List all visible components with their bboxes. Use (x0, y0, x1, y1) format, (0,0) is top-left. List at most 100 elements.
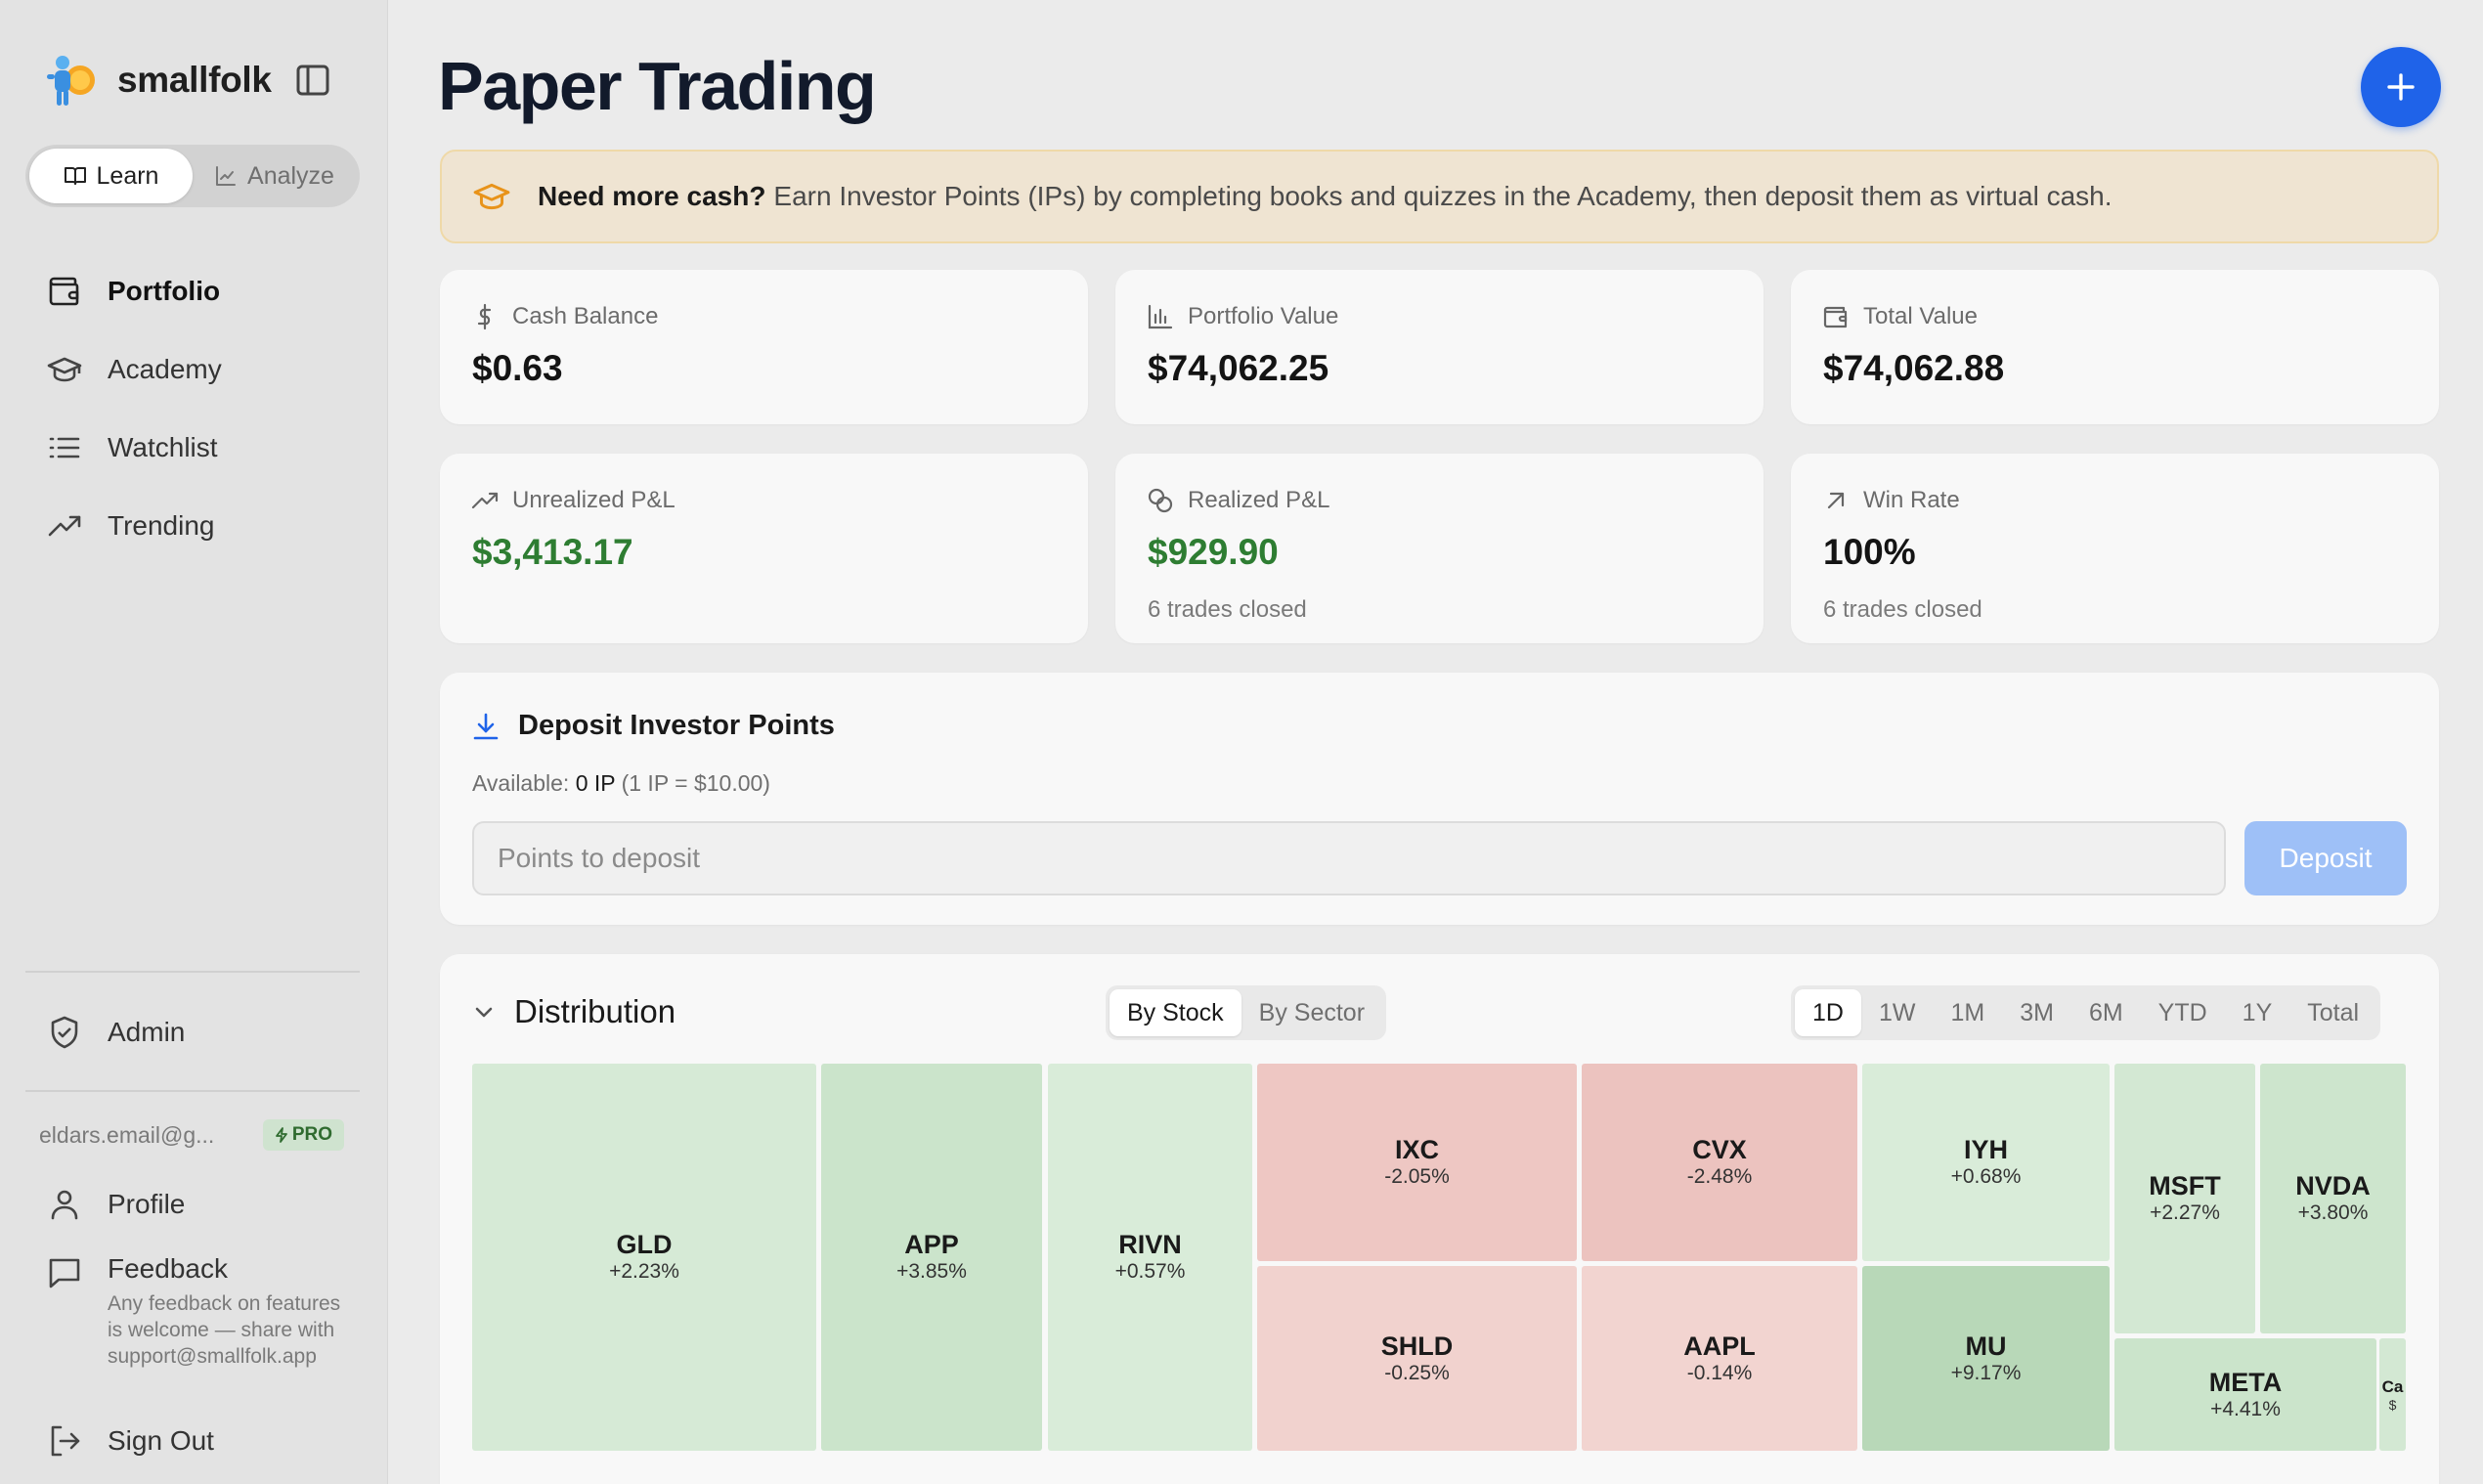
range-total-button[interactable]: Total (2307, 998, 2360, 1026)
stat-label-text: Total Value (1863, 303, 1978, 329)
graduation-cap-icon (473, 183, 510, 210)
wallet-icon (49, 277, 79, 306)
treemap-tile[interactable]: MU +9.17% (1862, 1266, 2110, 1451)
bar-chart-icon (1148, 304, 1173, 329)
feedback-item[interactable]: Feedback Any feedback on features is wel… (47, 1253, 360, 1370)
tile-symbol: SHLD (1380, 1331, 1454, 1361)
deposit-button[interactable]: Deposit (2244, 821, 2407, 895)
range-3m-button[interactable]: 3M (2020, 998, 2054, 1026)
group-by-sector-button[interactable]: By Sector (1258, 998, 1366, 1026)
banner-text: Earn Investor Points (IPs) by completing… (773, 181, 2113, 211)
available-value: 0 IP (575, 770, 616, 796)
tile-symbol: META (2208, 1367, 2283, 1397)
treemap-tile[interactable]: Ca $ (2379, 1338, 2406, 1451)
nav-label: Profile (108, 1189, 186, 1219)
win-rate-value: 100% (1823, 532, 1916, 572)
nav-item-academy[interactable]: Academy (25, 330, 360, 409)
brand[interactable]: smallfolk (45, 49, 272, 111)
shield-check-icon (51, 1016, 78, 1049)
portfolio-value-value: $74,062.25 (1148, 348, 1329, 388)
treemap-tile[interactable]: CVX -2.48% (1582, 1064, 1857, 1261)
treemap-tile[interactable]: RIVN +0.57% (1048, 1064, 1252, 1451)
treemap-tile[interactable]: AAPL -0.14% (1582, 1266, 1857, 1451)
treemap-tile[interactable]: IYH +0.68% (1862, 1064, 2110, 1261)
treemap-tile[interactable]: MSFT +2.27% (2114, 1064, 2255, 1333)
win-rate-card: Win Rate 100% 6 trades closed (1791, 454, 2439, 643)
win-rate-sub: 6 trades closed (1823, 596, 1982, 623)
distribution-treemap: GLD +2.23% APP +3.85% RIVN +0.57% IXC -2… (472, 1064, 2406, 1451)
range-ytd-button[interactable]: YTD (2157, 998, 2207, 1026)
tile-symbol: GLD (616, 1230, 673, 1259)
account-row: eldars.email@g... PRO (39, 1115, 344, 1155)
range-1y-button[interactable]: 1Y (2242, 998, 2273, 1026)
line-chart-icon (216, 166, 237, 186)
nav-item-admin[interactable]: Admin (25, 993, 360, 1071)
tile-change: -2.48% (1686, 1165, 1753, 1188)
treemap-tile[interactable]: APP +3.85% (821, 1064, 1042, 1451)
stat-label: Portfolio Value (1147, 303, 1338, 330)
treemap-tile[interactable]: NVDA +3.80% (2260, 1064, 2406, 1333)
nav-label: Admin (108, 1017, 186, 1047)
book-icon (64, 167, 86, 185)
points-to-deposit-input[interactable] (472, 821, 2226, 895)
nav-label: Sign Out (108, 1425, 214, 1456)
stat-label: Total Value (1822, 303, 1978, 330)
stat-label-text: Portfolio Value (1188, 303, 1339, 329)
deposit-available: Available: 0 IP (1 IP = $10.00) (472, 770, 770, 797)
mode-analyze-label: Analyze (247, 161, 334, 190)
available-label: Available: (472, 770, 570, 796)
graduation-cap-icon (47, 357, 82, 382)
mode-learn-button[interactable]: Learn (29, 149, 193, 203)
tile-change: -0.14% (1686, 1361, 1753, 1384)
stat-label-text: Cash Balance (512, 303, 659, 329)
group-by-toggle: By Stock By Sector (1106, 985, 1387, 1040)
add-button[interactable] (2361, 47, 2441, 127)
tile-change: +9.17% (1950, 1361, 2022, 1384)
nav-item-watchlist[interactable]: Watchlist (25, 409, 360, 487)
download-icon (473, 713, 499, 739)
stat-label: Win Rate (1822, 487, 1960, 514)
banner-bold: Need more cash? (538, 181, 766, 211)
distribution-header[interactable]: Distribution (471, 993, 675, 1030)
distribution-title: Distribution (514, 993, 676, 1029)
treemap-tile[interactable]: SHLD -0.25% (1257, 1266, 1577, 1451)
list-icon (49, 437, 80, 458)
pro-badge-label: PRO (291, 1124, 332, 1145)
plus-icon (2387, 73, 2415, 101)
range-1m-button[interactable]: 1M (1950, 998, 1985, 1026)
tile-change: +2.27% (2150, 1201, 2220, 1224)
nav-item-trending[interactable]: Trending (25, 487, 360, 565)
mode-analyze-button[interactable]: Analyze (193, 149, 356, 203)
wallet-icon (1823, 306, 1848, 328)
tile-symbol: IXC (1394, 1135, 1439, 1164)
range-1w-button[interactable]: 1W (1878, 998, 1916, 1026)
total-value-value: $74,062.88 (1823, 348, 2005, 388)
trending-up-icon (48, 515, 81, 537)
sidebar: smallfolk Learn Analyze Portfolio (0, 0, 388, 1484)
realized-pnl-sub: 6 trades closed (1148, 596, 1307, 623)
chevron-down-icon (475, 1007, 493, 1018)
range-6m-button[interactable]: 6M (2088, 998, 2123, 1026)
main-nav: Portfolio Academy Watchlist Trending (25, 252, 360, 565)
nav-item-profile[interactable]: Profile (25, 1165, 360, 1244)
stat-label-text: Win Rate (1863, 487, 1960, 513)
feedback-title: Feedback (108, 1253, 228, 1284)
range-1d-button[interactable]: 1D (1795, 989, 1861, 1036)
tile-change: -0.25% (1384, 1361, 1450, 1384)
cash-balance-value: $0.63 (472, 348, 563, 388)
sidebar-toggle-icon[interactable] (295, 63, 330, 98)
treemap-tile[interactable]: IXC -2.05% (1257, 1064, 1577, 1261)
tile-symbol: RIVN (1118, 1230, 1182, 1259)
treemap-tile[interactable]: GLD +2.23% (472, 1064, 816, 1451)
treemap-tile[interactable]: META +4.41% (2114, 1338, 2376, 1451)
stat-label: Cash Balance (471, 303, 658, 330)
unrealized-pnl-value: $3,413.17 (472, 532, 633, 572)
unrealized-pnl-card: Unrealized P&L $3,413.17 (440, 454, 1088, 643)
dollar-icon (477, 303, 492, 330)
group-by-stock-button[interactable]: By Stock (1110, 989, 1242, 1036)
nav-item-portfolio[interactable]: Portfolio (25, 252, 360, 330)
smallfolk-logo-icon (45, 49, 102, 111)
stat-label-text: Unrealized P&L (512, 487, 675, 513)
nav-item-sign-out[interactable]: Sign Out (25, 1418, 360, 1464)
deposit-title: Deposit Investor Points (471, 710, 835, 742)
